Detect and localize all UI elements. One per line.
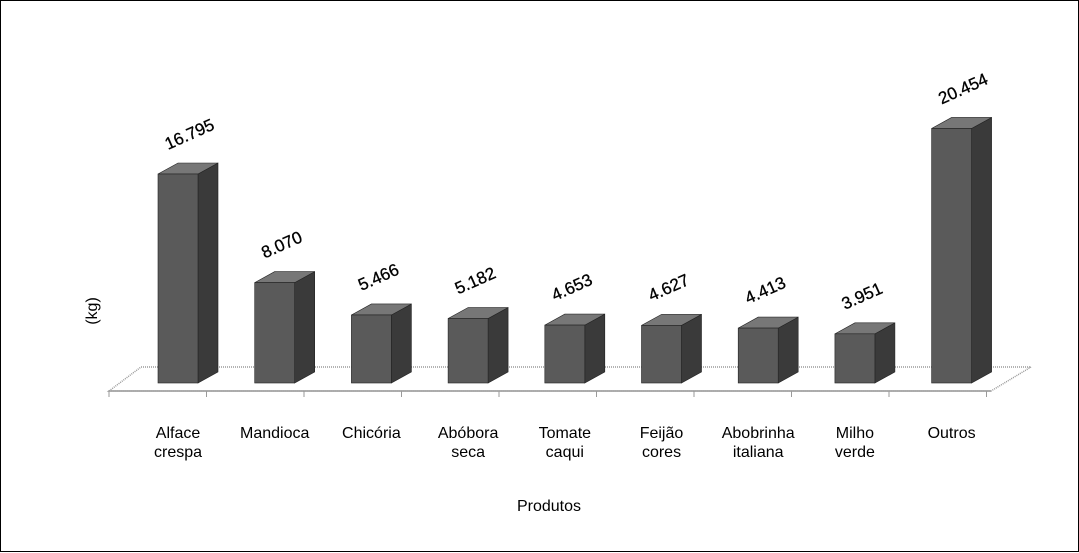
value-label: 4.413 (742, 273, 789, 308)
chart-floor (106, 366, 1034, 397)
value-label: 4.653 (549, 270, 596, 305)
bar-front (737, 327, 779, 384)
x-axis-label: Produtos (517, 498, 581, 515)
value-label: 4.627 (645, 270, 692, 305)
category-label: Milho verde (835, 425, 875, 461)
bar-front (641, 325, 682, 384)
bar-front (544, 324, 586, 384)
bar-front (157, 173, 199, 384)
category-label: Alface crespa (154, 425, 202, 461)
value-label: 3.951 (839, 279, 886, 314)
category-label: Abóbora seca (438, 425, 499, 461)
value-label: 16.795 (162, 115, 217, 154)
category-label: Tomate caqui (539, 425, 592, 461)
bar (737, 316, 799, 384)
bar (834, 322, 896, 384)
category-labels-group: Alface crespa Mandioca Chicória Abóbora seca T… (154, 425, 976, 461)
bar (931, 116, 992, 384)
value-label: 5.466 (355, 260, 402, 295)
value-label: 20.454 (935, 70, 990, 109)
bar-front (447, 318, 489, 384)
bar (447, 307, 509, 384)
bar-side (487, 307, 509, 384)
bar-front (834, 333, 876, 384)
bar-side (294, 271, 316, 384)
bar-front (931, 128, 972, 384)
bar-front (351, 314, 392, 384)
category-label: Abobrinha italiana (722, 425, 795, 461)
bar-side (197, 162, 219, 384)
bar (544, 313, 606, 384)
value-label: 8.070 (259, 228, 306, 263)
category-label: Mandioca (240, 425, 309, 442)
bar-side (584, 313, 606, 384)
bar (641, 313, 702, 384)
bar-side (971, 116, 992, 384)
bars-group (157, 116, 992, 384)
bar-side (391, 303, 412, 384)
bar-front (254, 282, 295, 384)
bar (157, 162, 219, 384)
category-label: Feijão cores (640, 425, 684, 461)
bar (254, 271, 316, 384)
bar-side (681, 313, 702, 384)
category-label: Outros (928, 425, 976, 442)
y-axis-label: (kg) (84, 297, 101, 325)
bar-side (777, 316, 799, 384)
bar (351, 303, 412, 384)
value-label: 5.182 (452, 264, 499, 299)
category-label: Chicória (342, 425, 401, 442)
